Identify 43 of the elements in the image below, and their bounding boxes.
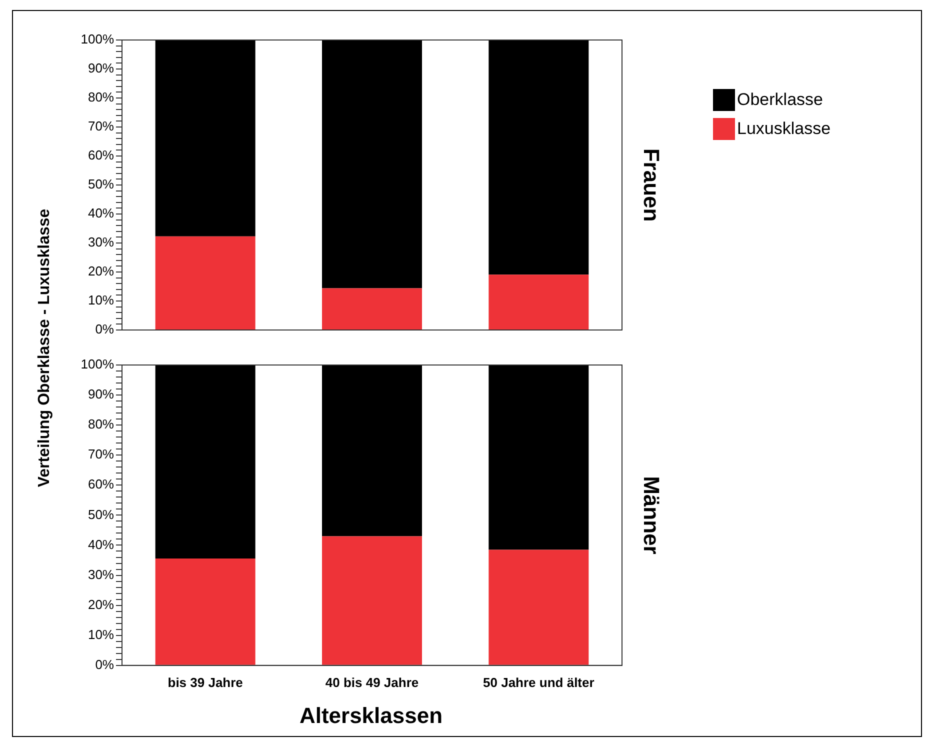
x-tick-label: 40 bis 49 Jahre [325,674,419,690]
y-axis-title: Verteilung Oberklasse - Luxusklasse [36,208,54,488]
y-tick-label: 40% [88,206,114,221]
y-tick-label: 70% [88,118,114,134]
x-axis-title: Altersklassen [299,703,443,729]
y-tick-label: 80% [88,416,114,432]
text: Frauen [638,148,664,222]
y-tick-label: 30% [88,566,114,582]
bar [322,40,422,288]
y-tick-label: 50% [88,176,114,192]
bar [155,40,256,236]
y-tick-label: 0% [95,656,114,672]
y-tick-label: 60% [88,476,114,492]
bar [155,558,256,665]
y-tick-label: 60% [88,148,114,163]
x-tick-label: 50 Jahre und älter [483,674,594,690]
bar [488,40,589,275]
text: Männer [638,476,664,555]
legend-label: Luxusklasse [737,118,831,138]
y-tick-label: 20% [88,264,114,279]
bar [322,365,422,536]
bar [488,274,589,330]
y-tick-label: 100% [80,356,114,372]
legend-label: Oberklasse [737,90,823,110]
y-tick-label: 20% [88,596,114,612]
bar [322,288,422,330]
y-tick-label: 10% [88,626,114,642]
bar [155,365,256,558]
y-tick-label: 40% [88,536,114,552]
y-tick-label: 0% [95,322,114,337]
y-tick-label: 30% [88,234,114,250]
y-tick-label: 50% [88,506,114,522]
bar [322,536,422,665]
y-tick-label: 90% [88,60,114,76]
y-tick-label: 90% [88,386,114,402]
y-tick-label: 100% [80,32,114,47]
y-tick-label: 70% [88,446,114,462]
bar [488,550,589,665]
bar [488,365,589,550]
y-tick-label: 80% [88,90,114,105]
x-tick-label: bis 39 Jahre [168,674,243,690]
y-tick-label: 10% [88,292,114,308]
bar [155,236,256,330]
